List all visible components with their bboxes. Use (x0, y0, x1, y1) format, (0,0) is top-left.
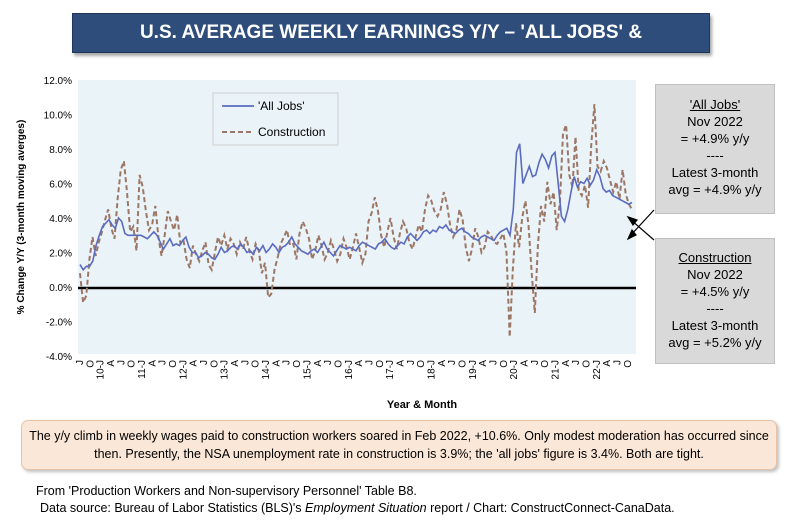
x-tick-label: A (602, 360, 613, 367)
x-tick-label: J (240, 360, 251, 365)
x-tick-label: J (116, 360, 127, 365)
x-tick-label: A (271, 360, 282, 367)
x-tick-label: O (582, 360, 593, 368)
y-tick-label: 10.0% (44, 111, 72, 122)
callout-construction-line: avg = +5.2% y/y (668, 335, 762, 350)
x-tick-label: 16-J (344, 360, 355, 379)
commentary-note: The y/y climb in weekly wages paid to co… (21, 420, 777, 470)
x-tick-label: O (416, 360, 427, 368)
x-tick-label: J (571, 360, 582, 365)
x-tick-label: A (313, 360, 324, 367)
x-tick-label: O (457, 360, 468, 368)
x-tick-label: J (530, 360, 541, 365)
y-tick-label: 12.0% (44, 76, 72, 87)
y-tick-label: 0.0% (49, 283, 72, 294)
footer-source-table: From 'Production Workers and Non-supervi… (36, 484, 417, 498)
x-tick-label: O (623, 360, 634, 368)
y-tick-label: 8.0% (49, 145, 72, 156)
x-tick-label: A (230, 360, 241, 367)
y-axis-label: % Change Y/Y (3-month moving averges) (16, 120, 27, 315)
x-tick-label: A (189, 360, 200, 367)
callout-all-jobs: 'All Jobs' Nov 2022 = +4.9% y/y ---- Lat… (655, 84, 775, 214)
callout-construction-line: Latest 3-month (671, 318, 759, 333)
x-tick-label: O (333, 360, 344, 368)
arrowhead-construction (626, 215, 639, 227)
callout-all-jobs-line: avg = +4.9% y/y (668, 182, 762, 197)
callout-arrows (626, 209, 655, 241)
x-tick-label: J (199, 360, 210, 365)
y-tick-label: -2.0% (46, 318, 72, 329)
x-tick-label: 12-J (178, 360, 189, 379)
y-tick-label: 2.0% (49, 249, 72, 260)
x-tick-label: O (209, 360, 220, 368)
legend-box (212, 92, 339, 146)
x-tick-label: J (323, 360, 334, 365)
x-tick-label: 20-J (509, 360, 520, 379)
x-tick-label: J (282, 360, 293, 365)
x-tick-label: 14-J (261, 360, 272, 379)
x-tick-label: 11-J (137, 360, 148, 379)
callout-construction: Construction Nov 2022 = +4.5% y/y ---- L… (655, 238, 775, 364)
x-tick-label: J (364, 360, 375, 365)
x-tick-label: 21-J (551, 360, 562, 379)
callout-construction-line: = +4.5% y/y (680, 284, 750, 299)
x-tick-label: O (85, 360, 96, 368)
x-tick-group: J O 10-J A J O 11-J A J O 12-J A J O 13-J A J O 14-J A J O 15-… (75, 360, 634, 380)
x-tick-label: 13-J (220, 360, 231, 379)
x-tick-label: O (292, 360, 303, 368)
x-tick-label: A (147, 360, 158, 367)
x-tick-label: 17-J (385, 360, 396, 379)
x-tick-label: J (613, 360, 624, 365)
x-tick-label: J (158, 360, 169, 365)
footer-chart-credit: report / Chart: ConstructConnect-CanaDat… (426, 501, 675, 515)
footer-data-source-text: Data source: Bureau of Labor Statistics … (40, 501, 306, 515)
callout-all-jobs-line: Nov 2022 (687, 114, 743, 129)
chart: -4.0% -2.0% 0.0% 2.0% 4.0% 6.0% 8.0% 10.0% 12.0%… (16, 76, 655, 411)
y-tick-label: 6.0% (49, 180, 72, 191)
x-tick-label: 15-J (302, 360, 313, 379)
y-tick-label: -4.0% (46, 352, 72, 363)
x-tick-label: 19-J (468, 360, 479, 379)
y-tick-label: 4.0% (49, 214, 72, 225)
callout-all-jobs-line: ---- (706, 148, 724, 163)
legend-label-construction: Construction (258, 125, 325, 139)
x-tick-label: A (354, 360, 365, 367)
callout-all-jobs-line: = +4.9% y/y (680, 131, 750, 146)
x-tick-label: A (478, 360, 489, 367)
x-tick-label: A (106, 360, 117, 367)
footer-report-name: Employment Situation (305, 501, 427, 515)
x-tick-label: J (488, 360, 499, 365)
x-tick-label: A (519, 360, 530, 367)
x-tick-label: J (447, 360, 458, 365)
arrowhead-all-jobs (626, 228, 637, 241)
x-tick-label: O (168, 360, 179, 368)
callout-construction-line: ---- (706, 301, 724, 316)
series-line-all-jobs (79, 143, 633, 272)
x-tick-label: O (251, 360, 262, 368)
x-tick-label: O (375, 360, 386, 368)
callout-all-jobs-line: Latest 3-month (671, 165, 759, 180)
x-tick-label: A (437, 360, 448, 367)
x-axis-label: Year & Month (387, 399, 458, 411)
plot-area (78, 80, 636, 354)
chart-title: U.S. AVERAGE WEEKLY EARNINGS Y/Y – 'ALL … (72, 13, 710, 81)
x-tick-label: J (406, 360, 417, 365)
y-tick-group: -4.0% -2.0% 0.0% 2.0% 4.0% 6.0% 8.0% 10.0% 12.0% (44, 76, 72, 363)
x-tick-label: 22-J (592, 360, 603, 379)
callout-construction-header: Construction (678, 250, 752, 265)
x-tick-label: J (75, 360, 86, 365)
x-tick-label: 18-J (426, 360, 437, 379)
legend-label-all-jobs: 'All Jobs' (258, 99, 305, 113)
x-tick-label: 10-J (96, 360, 107, 379)
callout-all-jobs-header: 'All Jobs' (689, 97, 741, 112)
callout-construction-line: Nov 2022 (687, 267, 743, 282)
x-tick-label: O (127, 360, 138, 368)
x-tick-label: O (540, 360, 551, 368)
x-tick-label: A (395, 360, 406, 367)
legend: 'All Jobs' Construction (212, 92, 339, 146)
footer-data-source: Data source: Bureau of Labor Statistics … (40, 501, 675, 515)
x-tick-label: A (561, 360, 572, 367)
x-tick-label: O (499, 360, 510, 368)
series-line-construction (79, 104, 633, 338)
